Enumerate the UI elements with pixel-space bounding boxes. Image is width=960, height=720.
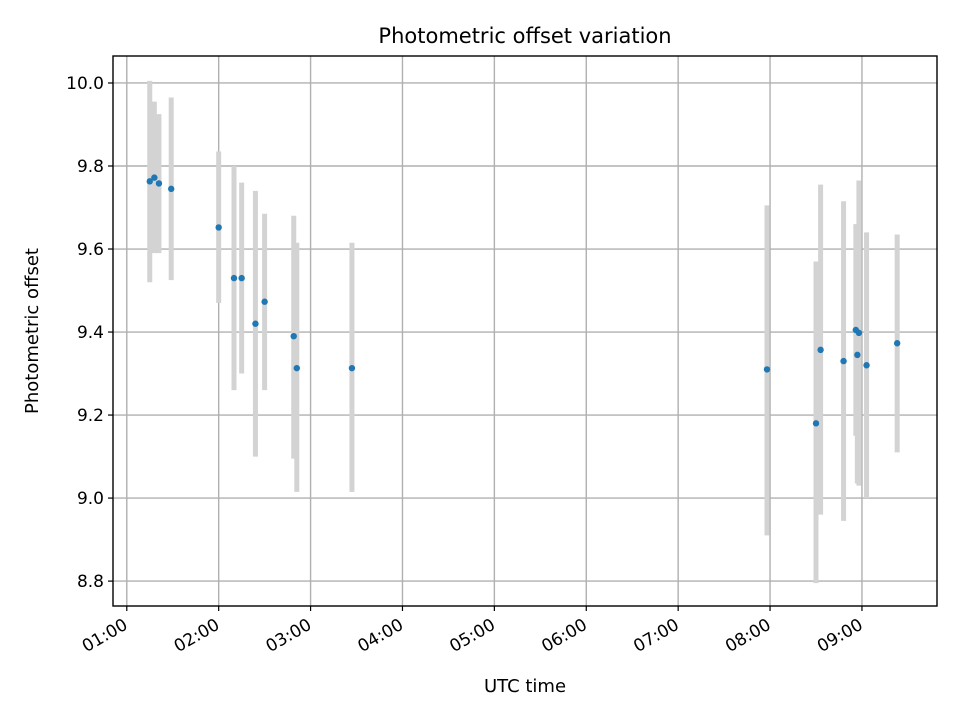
chart-title: Photometric offset variation [378, 24, 671, 48]
data-point [261, 298, 268, 305]
data-point [293, 364, 300, 372]
y-tick-label: 9.6 [77, 240, 104, 260]
y-tick-label: 9.2 [77, 406, 104, 426]
y-tick-label: 8.8 [77, 572, 104, 592]
plot-frame [112, 55, 938, 607]
data-point [168, 185, 175, 193]
data-point [151, 174, 158, 181]
data-point [252, 320, 259, 327]
data-point [238, 274, 245, 282]
data-point [230, 274, 238, 282]
data-point [893, 340, 901, 347]
data-point [763, 366, 771, 373]
x-axis-label: UTC time [484, 676, 566, 697]
data-point [146, 178, 153, 185]
data-point [854, 351, 861, 359]
y-tick-label: 10.0 [66, 74, 104, 94]
y-tick-label: 9.8 [77, 157, 104, 177]
data-point [863, 362, 870, 369]
y-tick-label: 9.4 [77, 323, 104, 343]
data-point [812, 420, 820, 427]
y-tick-label: 9.0 [77, 489, 104, 509]
data-point [855, 329, 863, 337]
data-point [155, 180, 163, 187]
data-point [290, 332, 297, 340]
y-axis-label: Photometric offset [22, 248, 43, 414]
data-point [840, 357, 847, 365]
grid [113, 56, 937, 606]
data-points [146, 174, 901, 427]
data-point [215, 224, 222, 231]
data-point [817, 346, 824, 354]
y-axis-ticks: 8.8 9.0 9.2 9.4 9.6 9.8 10.0 [66, 74, 113, 592]
data-point [348, 364, 356, 372]
